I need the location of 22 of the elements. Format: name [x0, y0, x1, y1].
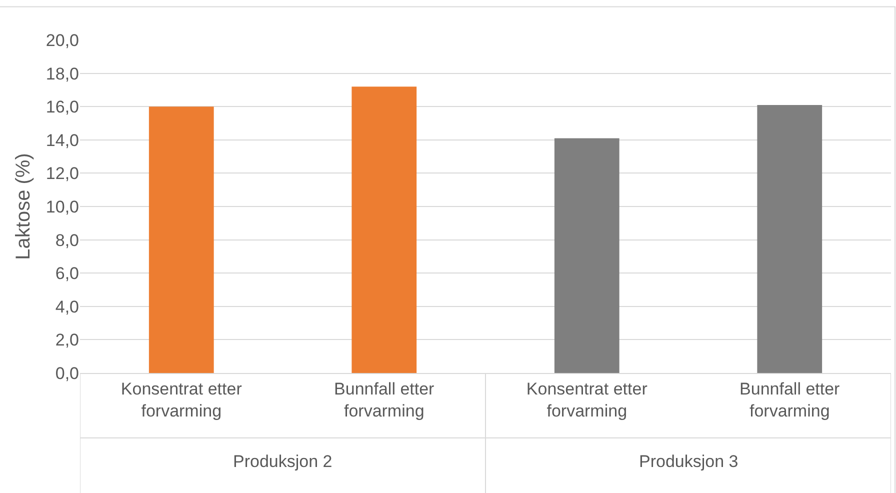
y-tick-label: 2,0 [55, 330, 79, 350]
y-tick-label: 18,0 [46, 64, 79, 84]
y-tick-label: 6,0 [55, 264, 79, 284]
bar [757, 104, 822, 373]
x-tick-label: Konsentrat etter forvarming [120, 379, 242, 420]
y-tick-label: 8,0 [55, 230, 79, 250]
bar [148, 106, 214, 373]
text: Produksjon 2 [233, 452, 332, 471]
x-tick-label: Bunnfall etter forvarming [740, 379, 840, 420]
x-tick-label: Konsentrat etter forvarming [526, 379, 648, 420]
y-tick-label: 16,0 [46, 98, 79, 117]
bar [352, 86, 417, 373]
y-tick-label: 10,0 [46, 197, 79, 216]
y-tick-label: 0,0 [55, 364, 79, 383]
y-axis-title: Laktose (%) [12, 153, 34, 260]
bar [554, 138, 620, 373]
x-tick-label: Bunnfall etter forvarming [334, 379, 435, 420]
y-tick-label: 14,0 [46, 130, 79, 150]
y-tick-label: 12,0 [46, 164, 79, 184]
y-tick-label: 4,0 [55, 297, 79, 316]
y-tick-label: 20,0 [46, 30, 79, 50]
text: Produksjon 3 [639, 452, 738, 471]
